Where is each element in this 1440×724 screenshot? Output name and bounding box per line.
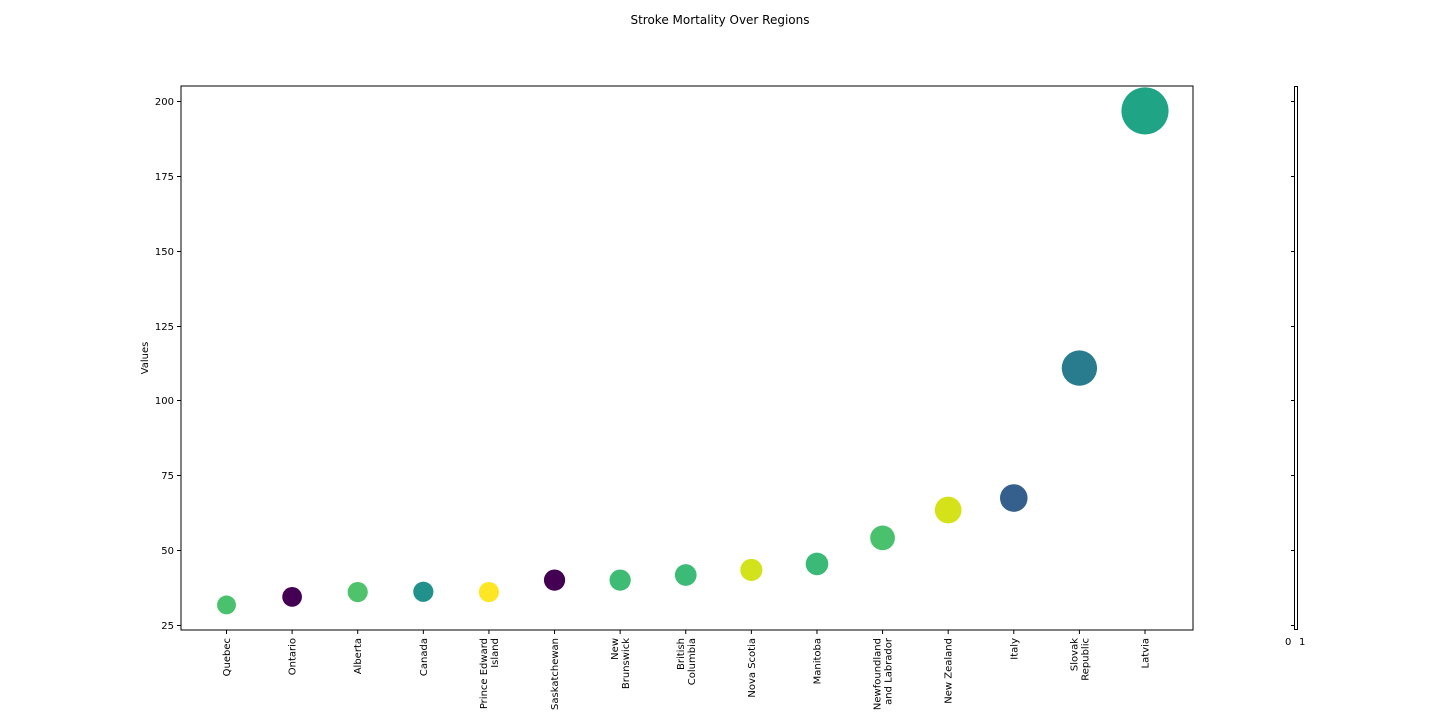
colorbar-tick-label-0: 0: [1285, 637, 1291, 648]
y-tick-label: 175: [155, 172, 174, 183]
x-tick-label-line: Latvia: [1141, 638, 1152, 668]
x-tick-label: NewBrunswick: [610, 638, 632, 689]
x-tick-label-line: Canada: [419, 638, 430, 676]
x-tick-label: Latvia: [1141, 638, 1152, 668]
x-tick-label-line: Columbia: [687, 638, 698, 685]
x-tick-label: New Zealand: [944, 638, 955, 704]
x-tick-label: Nova Scotia: [747, 638, 758, 698]
y-tick-label: 75: [161, 471, 174, 482]
x-tick-label: Manitoba: [812, 638, 823, 684]
x-tick-label-line: British: [676, 638, 687, 670]
x-tick-label-line: Prince Edward: [479, 638, 490, 709]
data-point: [740, 558, 763, 581]
x-tick-label: Ontario: [288, 638, 299, 675]
y-tick-label: 25: [161, 621, 174, 632]
x-tick-label: Saskatchewan: [550, 638, 561, 710]
data-point: [1121, 87, 1169, 135]
x-tick-label: Newfoundlandand Labrador: [873, 637, 895, 710]
data-point: [999, 484, 1028, 512]
data-point: [478, 581, 500, 603]
y-tick-label: 150: [155, 247, 174, 258]
colorbar-frame: [1294, 86, 1298, 630]
y-tick-label: 125: [155, 322, 174, 333]
colorbar-tick-label-1: 1: [1299, 637, 1305, 648]
x-tick-label: Prince EdwardIsland: [479, 638, 501, 709]
x-tick-label-line: New Zealand: [944, 638, 955, 704]
x-tick-label-line: Manitoba: [812, 638, 823, 684]
x-tick-label: Alberta: [353, 638, 364, 674]
y-tick-label: 50: [161, 546, 174, 557]
data-point: [413, 581, 434, 602]
data-point: [543, 569, 566, 591]
x-tick-label: Italy: [1009, 638, 1020, 660]
data-point: [347, 581, 368, 603]
x-tick-label-line: Ontario: [288, 638, 299, 675]
data-point: [805, 552, 829, 576]
data-point: [217, 595, 236, 615]
x-tick-label: Canada: [419, 638, 430, 676]
data-point: [609, 569, 631, 591]
x-tick-label-line: New: [610, 638, 621, 660]
y-tick-label: 200: [155, 97, 174, 108]
x-tick-label-line: Saskatchewan: [550, 638, 561, 710]
x-tick-label-line: and Labrador: [884, 637, 895, 705]
y-axis-label: Values: [140, 342, 151, 375]
x-tick-label-line: Quebec: [222, 638, 233, 676]
x-tick-label-line: Republic: [1080, 638, 1091, 681]
data-point: [282, 587, 302, 607]
plot-frame: [180, 85, 1194, 631]
x-tick-label: SlovakRepublic: [1069, 638, 1091, 681]
colorbar: 0 1: [1285, 86, 1305, 648]
x-tick-label-line: Alberta: [353, 638, 364, 674]
data-point: [1061, 350, 1098, 386]
chart-title: Stroke Mortality Over Regions: [630, 13, 809, 27]
x-tick-label-line: Nova Scotia: [747, 638, 758, 698]
x-tick-label-line: Slovak: [1069, 638, 1080, 671]
data-point: [674, 564, 697, 586]
x-tick-label-line: Italy: [1009, 638, 1020, 660]
x-tick-label-line: Newfoundland: [873, 638, 884, 710]
x-tick-label-line: Island: [490, 638, 501, 668]
x-tick-label: BritishColumbia: [676, 638, 698, 685]
x-tick-label-line: Brunswick: [621, 638, 632, 689]
data-point: [934, 496, 962, 524]
x-tick-label: Quebec: [222, 638, 233, 676]
data-point: [870, 525, 895, 551]
y-tick-label: 100: [155, 396, 174, 407]
